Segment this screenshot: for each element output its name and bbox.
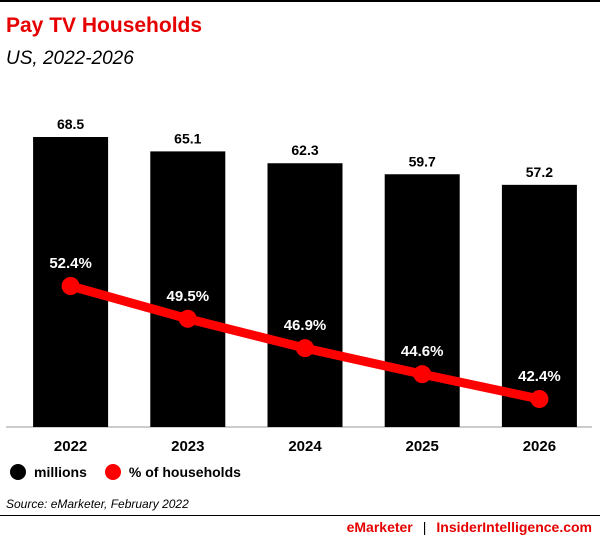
x-tick-label-2024: 2024 <box>288 438 322 455</box>
bar-value-label-2023: 65.1 <box>174 130 201 146</box>
legend-swatch-millions <box>10 464 26 480</box>
line-value-label-2023: 49.5% <box>167 288 210 305</box>
line-point-2022 <box>61 277 80 295</box>
footer-rule <box>0 515 600 516</box>
x-tick-label-2026: 2026 <box>523 438 556 455</box>
bar-2026 <box>501 184 577 427</box>
x-tick-label-2023: 2023 <box>171 438 204 455</box>
legend-swatch-percent <box>104 464 121 480</box>
x-tick-label-2025: 2025 <box>406 438 439 455</box>
top-rule <box>0 0 600 2</box>
chart: 68.5 2022 65.1 2023 62.3 2024 59.7 2025 57.2 2026… <box>6 116 592 455</box>
line-point-2023 <box>178 309 197 328</box>
bar-value-label-2026: 57.2 <box>526 164 553 180</box>
line-value-label-2024: 46.9% <box>284 317 327 334</box>
line-point-2024 <box>296 339 314 358</box>
chart-subtitle: US, 2022-2026 <box>6 48 134 69</box>
legend-label-millions: millions <box>34 464 87 480</box>
line-value-label-2025: 44.6% <box>401 343 444 360</box>
bar-2023 <box>150 151 226 427</box>
bar-value-label-2024: 62.3 <box>291 142 318 158</box>
line-value-label-2026: 42.4% <box>518 368 561 385</box>
footer-brand-insiderintelligence[interactable]: InsiderIntelligence.com <box>436 519 592 535</box>
line-value-label-2022: 52.4% <box>49 255 92 272</box>
bar-value-label-2022: 68.5 <box>57 116 84 132</box>
line-point-2026 <box>530 390 549 408</box>
legend-item-percent: % of households <box>104 464 241 480</box>
line-point-2025 <box>413 365 432 384</box>
bar-value-label-2025: 59.7 <box>409 153 436 169</box>
footer-separator: | <box>422 519 427 535</box>
source-note: Source: eMarketer, February 2022 <box>6 497 189 511</box>
legend-label-percent: % of households <box>128 464 241 480</box>
legend: millions % of households <box>10 464 259 480</box>
chart-title: Pay TV Households <box>6 14 203 37</box>
footer-brand-emarketer[interactable]: eMarketer <box>346 519 413 535</box>
bar-2025 <box>384 174 460 427</box>
bar-2024 <box>267 163 343 427</box>
x-tick-label-2022: 2022 <box>54 438 87 455</box>
footer: eMarketer | InsiderIntelligence.com <box>347 519 592 535</box>
legend-item-millions: millions <box>10 464 87 480</box>
